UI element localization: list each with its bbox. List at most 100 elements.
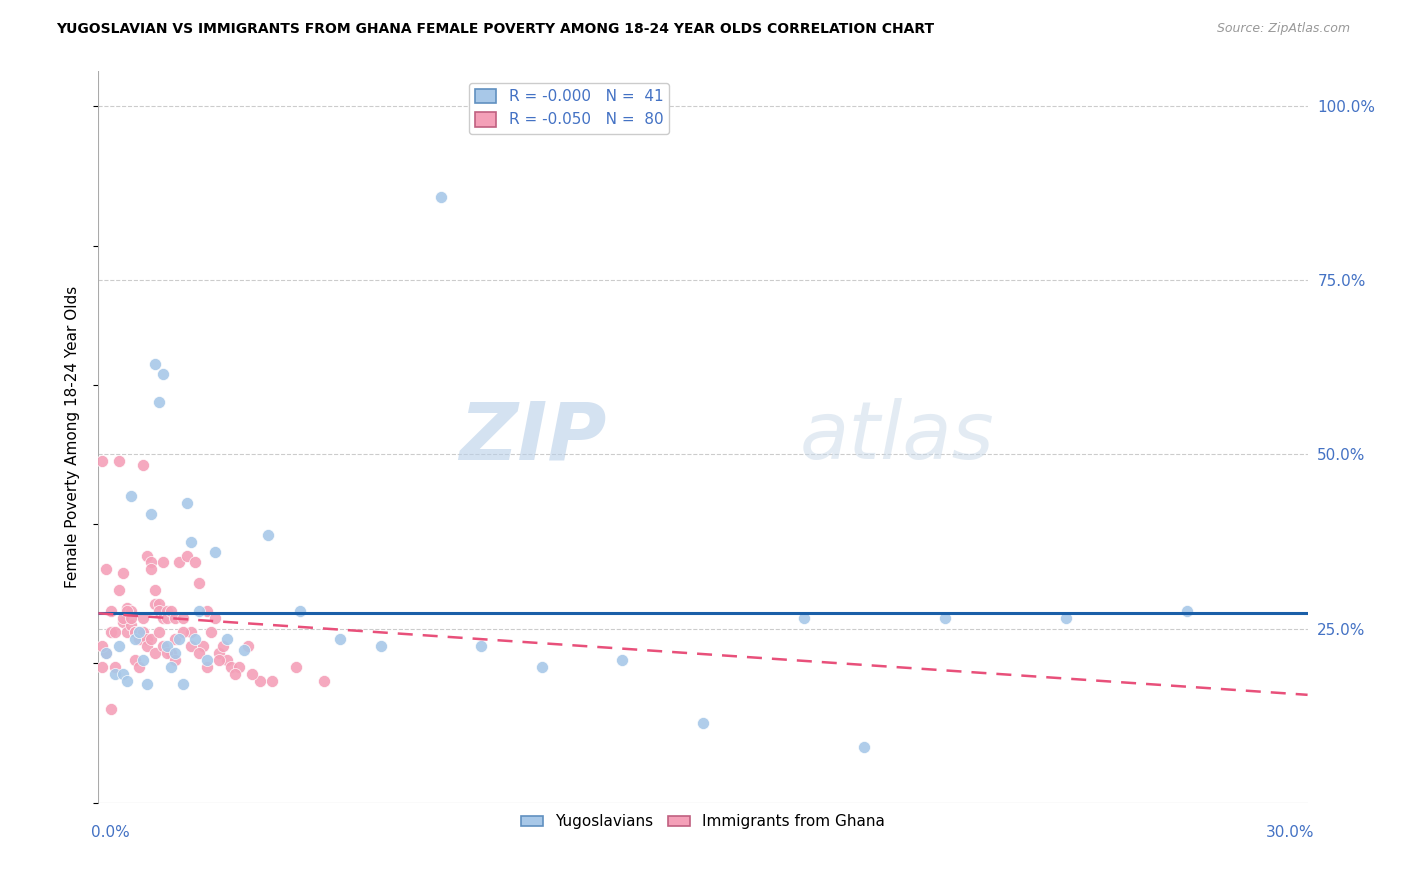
Point (934, 611, 956, 625)
Point (221, 660, 243, 674)
Point (139, 562, 162, 576)
Point (188, 646, 211, 660)
Text: 30.0%: 30.0% (1267, 825, 1315, 840)
Point (135, 549, 157, 563)
Point (260, 673, 283, 688)
Point (180, 639, 202, 653)
Text: 0.0%: 0.0% (91, 825, 131, 840)
Point (288, 604, 311, 618)
Point (124, 625, 146, 640)
Point (152, 639, 174, 653)
Point (167, 632, 190, 646)
Point (107, 639, 129, 653)
Point (232, 642, 254, 657)
Point (148, 625, 170, 640)
Point (172, 677, 194, 691)
Point (156, 604, 179, 618)
Point (176, 549, 198, 563)
Point (111, 615, 134, 629)
Point (139, 556, 162, 570)
Point (184, 556, 207, 570)
Point (124, 625, 146, 640)
Point (135, 677, 157, 691)
Point (124, 653, 146, 667)
Point (128, 632, 150, 646)
Point (217, 653, 239, 667)
Point (160, 646, 183, 660)
Point (208, 653, 231, 667)
Point (111, 611, 134, 625)
Point (96, 646, 118, 660)
Point (128, 625, 150, 640)
Point (111, 667, 134, 681)
Point (156, 611, 179, 625)
Point (193, 639, 215, 653)
Point (148, 395, 170, 409)
Point (470, 639, 492, 653)
Point (180, 625, 202, 640)
Point (152, 368, 174, 382)
Point (284, 660, 307, 674)
Point (370, 639, 392, 653)
Point (329, 632, 352, 646)
Text: YUGOSLAVIAN VS IMMIGRANTS FROM GHANA FEMALE POVERTY AMONG 18-24 YEAR OLDS CORREL: YUGOSLAVIAN VS IMMIGRANTS FROM GHANA FEM… (56, 22, 935, 37)
Point (124, 632, 146, 646)
Point (132, 611, 155, 625)
Point (1054, 611, 1077, 625)
Point (228, 660, 250, 674)
Point (160, 660, 183, 674)
Point (91, 639, 114, 653)
Point (208, 646, 231, 660)
Point (530, 660, 553, 674)
Point (184, 632, 207, 646)
Point (139, 632, 162, 646)
Point (163, 632, 186, 646)
Point (132, 625, 155, 640)
Point (100, 625, 122, 640)
Point (152, 611, 174, 625)
Point (115, 673, 138, 688)
Y-axis label: Female Poverty Among 18-24 Year Olds: Female Poverty Among 18-24 Year Olds (65, 286, 80, 588)
Point (103, 625, 125, 640)
Point (143, 597, 166, 611)
Point (143, 583, 166, 598)
Point (172, 611, 194, 625)
Point (195, 653, 218, 667)
Point (135, 632, 157, 646)
Point (115, 600, 138, 615)
Text: Source: ZipAtlas.com: Source: ZipAtlas.com (1216, 22, 1350, 36)
Point (200, 625, 222, 640)
Point (139, 507, 162, 521)
Point (128, 625, 150, 640)
Point (120, 611, 142, 625)
Point (224, 667, 246, 681)
Point (163, 611, 186, 625)
Point (1175, 604, 1198, 618)
Point (240, 667, 263, 681)
Point (148, 604, 170, 618)
Point (256, 527, 278, 541)
Point (128, 660, 150, 674)
Text: atlas: atlas (800, 398, 994, 476)
Point (163, 646, 186, 660)
Point (163, 653, 186, 667)
Point (612, 653, 634, 667)
Point (236, 639, 259, 653)
Point (120, 489, 142, 503)
Point (195, 604, 218, 618)
Point (217, 632, 239, 646)
Point (853, 740, 876, 755)
Point (692, 715, 714, 730)
Point (180, 534, 202, 549)
Point (135, 639, 157, 653)
Point (115, 625, 138, 640)
Point (176, 496, 198, 510)
Point (96, 646, 118, 660)
Point (91, 454, 114, 468)
Point (107, 454, 129, 468)
Point (107, 583, 129, 598)
Point (249, 673, 271, 688)
Point (96, 562, 118, 576)
Point (120, 604, 142, 618)
Point (100, 604, 122, 618)
